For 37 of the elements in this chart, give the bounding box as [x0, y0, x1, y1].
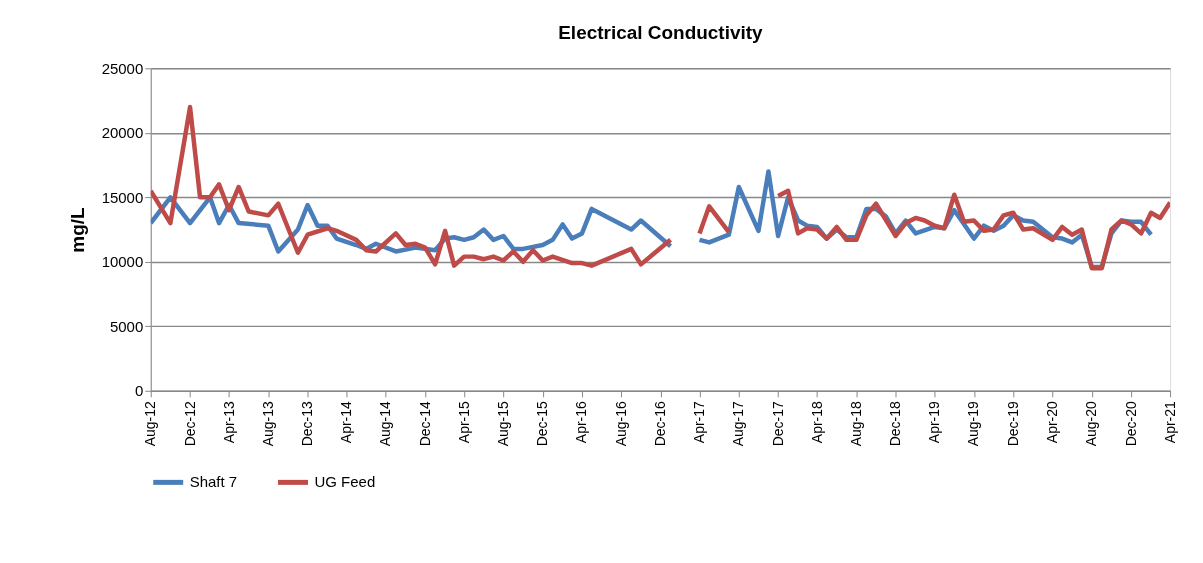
x-tick-label: Aug-18: [847, 401, 864, 447]
y-tick-label: 20000: [101, 124, 144, 142]
legend-label: UG Feed: [314, 473, 376, 491]
legend-label: Shaft 7: [189, 473, 238, 491]
y-tick-label: 0: [134, 382, 144, 400]
x-tick-label: Apr-13: [220, 401, 237, 444]
y-tick-label: 5000: [109, 317, 144, 335]
x-tick-label: Aug-19: [965, 401, 982, 447]
x-tick-label: Apr-14: [338, 401, 355, 444]
x-tick-label: Dec-13: [299, 401, 316, 447]
x-tick-label: Apr-20: [1044, 401, 1060, 444]
y-tick-label: 25000: [101, 59, 144, 77]
y-axis-title: mg/L: [66, 207, 88, 253]
x-tick-label: Dec-14: [416, 401, 433, 447]
x-tick-label: Dec-18: [887, 401, 904, 447]
x-tick-label: Aug-12: [142, 401, 159, 447]
x-tick-label: Aug-13: [259, 401, 276, 447]
x-tick-label: Dec-20: [1122, 401, 1139, 447]
x-tick-label: Dec-12: [181, 401, 198, 447]
x-tick-label: Dec-16: [652, 401, 669, 447]
x-tick-label: Apr-16: [573, 401, 590, 444]
x-tick-label: Dec-15: [534, 401, 551, 447]
x-tick-label: Dec-17: [769, 401, 786, 447]
x-tick-label: Apr-18: [808, 401, 825, 444]
chart-title: Electrical Conductivity: [558, 22, 764, 44]
y-tick-label: 10000: [101, 253, 144, 271]
y-tick-label: 15000: [101, 188, 144, 206]
x-tick-label: Apr-19: [926, 401, 943, 444]
x-tick-label: Aug-20: [1083, 401, 1100, 447]
x-tick-label: Apr-15: [455, 401, 472, 444]
x-tick-label: Aug-15: [494, 401, 511, 447]
x-tick-label: Apr-21: [1161, 401, 1178, 444]
x-tick-label: Apr-17: [691, 401, 708, 444]
x-tick-label: Aug-14: [377, 401, 394, 447]
x-tick-label: Aug-17: [730, 401, 747, 447]
x-tick-label: Aug-16: [612, 401, 629, 447]
x-tick-label: Dec-19: [1004, 401, 1021, 447]
